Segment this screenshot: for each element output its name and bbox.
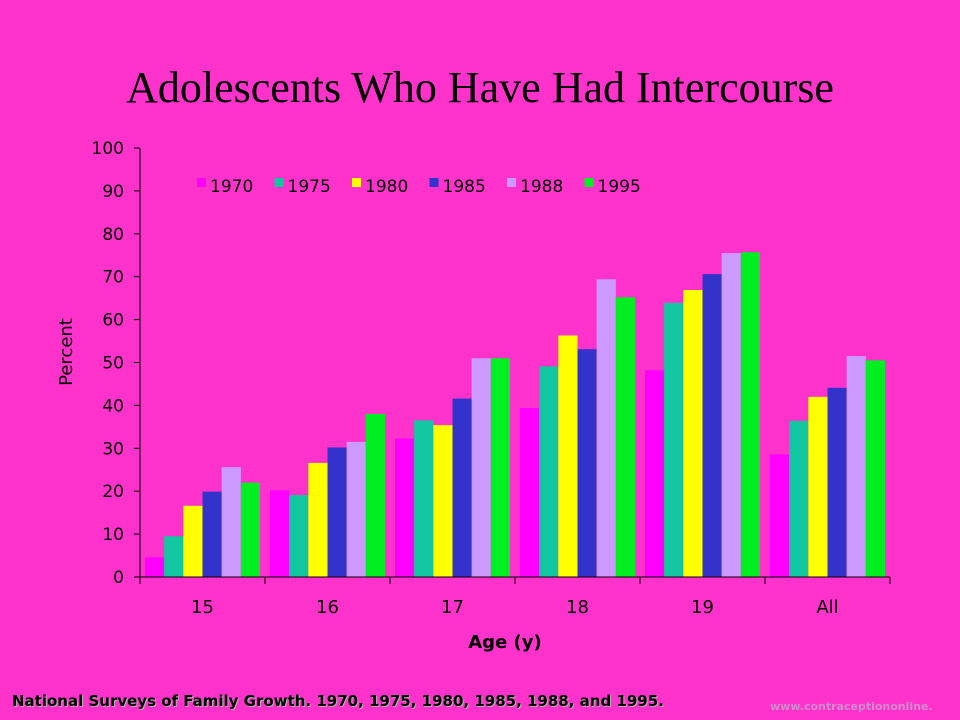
y-tick-label-90: 90 [102, 182, 124, 202]
y-tick-label-70: 70 [102, 268, 124, 288]
bar-1988-15 [221, 467, 241, 577]
legend-swatch-1995 [584, 178, 594, 187]
bar-1985-17 [452, 398, 472, 577]
bar-1980-18 [558, 335, 578, 577]
x-tick-label-16: 16 [316, 597, 339, 618]
bar-1970-16 [270, 490, 290, 577]
bar-1985-15 [202, 491, 222, 577]
bar-1975-18 [539, 366, 559, 577]
legend-label-1980: 1980 [365, 177, 408, 197]
legend-label-1988: 1988 [520, 177, 563, 197]
bar-1988-17 [471, 358, 491, 577]
legend-swatch-1988 [507, 178, 516, 187]
y-tick-label-10: 10 [102, 525, 124, 545]
y-axis-label: Percent [56, 318, 77, 386]
x-tick-label-All: All [816, 597, 838, 618]
bar-1975-16 [289, 495, 309, 577]
legend-label-1970: 1970 [210, 177, 253, 197]
y-tick-label-30: 30 [102, 439, 124, 459]
bar-1980-All [808, 396, 828, 577]
x-axis-label: Age (y) [468, 632, 541, 653]
bar-1980-16 [308, 462, 328, 577]
bar-1995-15 [240, 482, 260, 577]
bar-1975-17 [414, 420, 434, 577]
legend-swatch-1980 [352, 178, 361, 187]
bar-1975-15 [164, 536, 184, 577]
bar-1995-17 [490, 358, 510, 577]
y-tick-label-80: 80 [102, 225, 124, 245]
source-citation: National Surveys of Family Growth. 1970,… [12, 692, 664, 710]
bar-1985-16 [327, 447, 347, 577]
bar-1985-19 [702, 274, 722, 577]
x-tick-label-15: 15 [191, 597, 214, 618]
page-title: Adolescents Who Have Had Intercourse [126, 63, 834, 112]
bar-1995-All [865, 360, 885, 577]
bar-1975-19 [664, 302, 684, 577]
x-tick-label-18: 18 [566, 597, 589, 618]
bar-1980-17 [433, 425, 453, 577]
y-tick-label-100: 100 [92, 139, 124, 159]
legend-swatch-1985 [429, 178, 439, 187]
bar-1988-19 [721, 253, 741, 578]
bar-1995-18 [615, 297, 635, 577]
bar-1980-15 [183, 505, 203, 577]
legend-label-1995: 1995 [598, 177, 641, 197]
bar-1970-17 [395, 438, 415, 577]
bar-1985-All [827, 387, 847, 577]
bar-1970-18 [520, 407, 540, 577]
bar-1970-All [770, 454, 790, 577]
x-tick-label-17: 17 [441, 597, 464, 618]
bar-1988-18 [596, 279, 616, 577]
bar-1988-16 [346, 441, 366, 577]
bar-1995-16 [365, 413, 385, 577]
y-tick-label-0: 0 [113, 568, 124, 588]
bar-1988-All [846, 356, 866, 577]
bar-1980-19 [683, 289, 703, 577]
y-tick-label-20: 20 [102, 482, 124, 502]
legend-swatch-1975 [274, 178, 284, 187]
y-tick-label-40: 40 [102, 396, 124, 416]
bar-1975-All [789, 420, 809, 577]
y-tick-label-50: 50 [102, 354, 124, 374]
bar-1970-19 [645, 370, 665, 577]
legend-label-1975: 1975 [288, 177, 331, 197]
legend-swatch-1970 [197, 178, 206, 187]
x-tick-label-19: 19 [691, 597, 714, 618]
legend-label-1985: 1985 [443, 177, 486, 197]
bar-1995-19 [740, 252, 760, 577]
bar-1970-15 [145, 557, 165, 577]
source-url: www.contraceptiononline. [770, 700, 933, 713]
y-tick-label-60: 60 [102, 311, 124, 331]
bar-1985-18 [577, 349, 597, 577]
